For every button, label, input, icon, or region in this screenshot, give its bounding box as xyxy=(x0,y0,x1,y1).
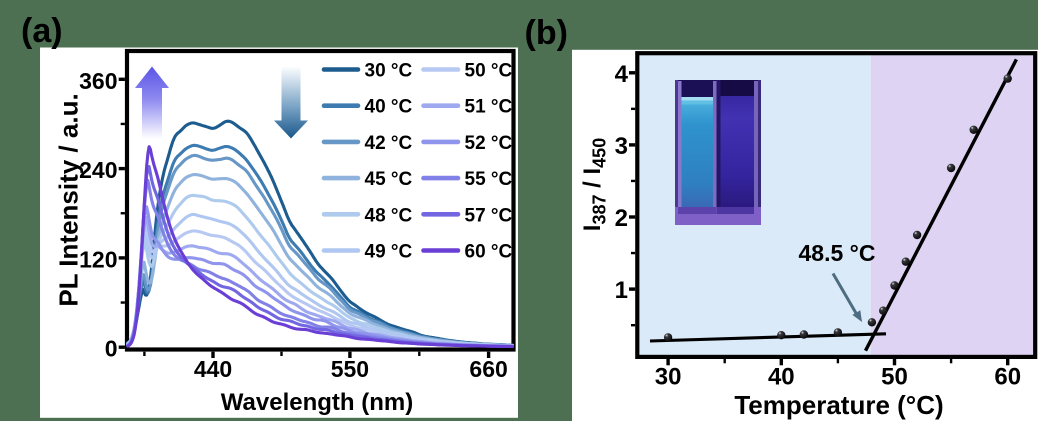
svg-text:52 °C: 52 °C xyxy=(465,133,513,154)
svg-text:40 °C: 40 °C xyxy=(365,97,413,118)
svg-text:PL Intensity / a.u.: PL Intensity / a.u. xyxy=(54,93,84,306)
svg-text:(a): (a) xyxy=(21,12,63,50)
svg-text:(b): (b) xyxy=(525,14,568,52)
svg-text:57 °C: 57 °C xyxy=(465,205,513,226)
svg-text:2: 2 xyxy=(615,205,628,232)
svg-text:51 °C: 51 °C xyxy=(465,97,513,118)
svg-text:45 °C: 45 °C xyxy=(365,169,413,190)
svg-text:30 °C: 30 °C xyxy=(365,61,413,82)
svg-text:48.5 °C: 48.5 °C xyxy=(799,240,876,266)
svg-text:0: 0 xyxy=(105,336,118,362)
svg-text:1: 1 xyxy=(615,277,628,304)
svg-text:550: 550 xyxy=(331,356,369,382)
svg-text:48 °C: 48 °C xyxy=(365,205,413,226)
svg-text:3: 3 xyxy=(615,133,628,160)
svg-text:60: 60 xyxy=(994,364,1021,391)
svg-text:660: 660 xyxy=(469,356,507,382)
svg-text:I387 / I450: I387 / I450 xyxy=(579,138,610,231)
svg-text:440: 440 xyxy=(194,356,232,382)
svg-text:30: 30 xyxy=(655,364,682,391)
svg-text:Wavelength (nm): Wavelength (nm) xyxy=(221,389,413,416)
svg-text:4: 4 xyxy=(615,61,629,88)
svg-text:360: 360 xyxy=(79,68,117,94)
svg-text:60 °C: 60 °C xyxy=(465,242,513,263)
svg-text:120: 120 xyxy=(79,246,117,272)
svg-text:49 °C: 49 °C xyxy=(365,242,413,263)
svg-text:50: 50 xyxy=(881,364,908,391)
svg-text:50 °C: 50 °C xyxy=(465,61,513,82)
svg-text:240: 240 xyxy=(79,157,117,183)
svg-text:55 °C: 55 °C xyxy=(465,169,513,190)
svg-text:42 °C: 42 °C xyxy=(365,133,413,154)
svg-text:40: 40 xyxy=(768,364,795,391)
svg-text:Temperature (°C): Temperature (°C) xyxy=(734,390,943,420)
